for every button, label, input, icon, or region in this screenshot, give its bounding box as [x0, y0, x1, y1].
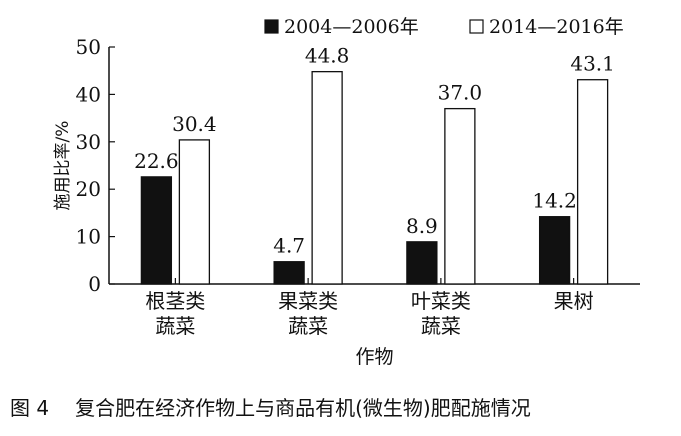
bar-series-1 — [140, 176, 173, 285]
x-tick-label: 果菜类 — [278, 289, 338, 313]
y-tick-label: 30 — [76, 130, 101, 154]
y-axis-label: 施用比率/% — [53, 121, 73, 211]
y-tick-label: 40 — [76, 82, 101, 106]
bar-chart: 01020304050施用比率/%根茎类蔬菜22.630.4果菜类蔬菜4.744… — [53, 16, 640, 368]
bar-series-2 — [576, 79, 609, 285]
x-axis-label: 作物 — [355, 346, 393, 368]
legend-swatch — [469, 19, 484, 34]
y-tick-label: 20 — [76, 177, 101, 201]
figure-caption: 图 4 复合肥在经济作物上与商品有机(微生物)肥配施情况 — [10, 392, 675, 421]
x-tick-label: 蔬菜 — [155, 314, 195, 338]
data-label: 4.7 — [273, 234, 305, 258]
figure-caption-text: 复合肥在经济作物上与商品有机(微生物)肥配施情况 — [75, 396, 531, 420]
legend-swatch — [264, 19, 279, 34]
data-label: 14.2 — [532, 189, 577, 213]
bar-series-2 — [444, 107, 476, 285]
x-tick-label: 根茎类 — [145, 289, 205, 313]
bar-series-1 — [273, 261, 305, 285]
x-tick-label: 蔬菜 — [421, 314, 461, 338]
legend-label: 2004—2006年 — [284, 16, 419, 38]
y-tick-label: 50 — [76, 35, 101, 59]
data-label: 30.4 — [172, 112, 217, 136]
bar-series-2 — [178, 139, 211, 285]
y-tick-label: 10 — [76, 225, 101, 249]
figure-number: 图 4 — [10, 396, 50, 420]
bar-series-1 — [538, 216, 571, 285]
data-label: 44.8 — [305, 44, 350, 68]
legend-label: 2014—2016年 — [489, 16, 624, 38]
data-label: 8.9 — [406, 214, 438, 238]
x-tick-label: 叶菜类 — [411, 289, 471, 313]
data-label: 22.6 — [134, 149, 179, 173]
data-label: 43.1 — [570, 52, 615, 76]
bar-series-1 — [406, 241, 438, 285]
y-tick-label: 0 — [88, 272, 101, 296]
x-tick-label: 蔬菜 — [288, 314, 328, 338]
bar-series-2 — [311, 70, 343, 285]
x-tick-label: 果树 — [554, 289, 594, 313]
data-label: 37.0 — [438, 81, 483, 105]
